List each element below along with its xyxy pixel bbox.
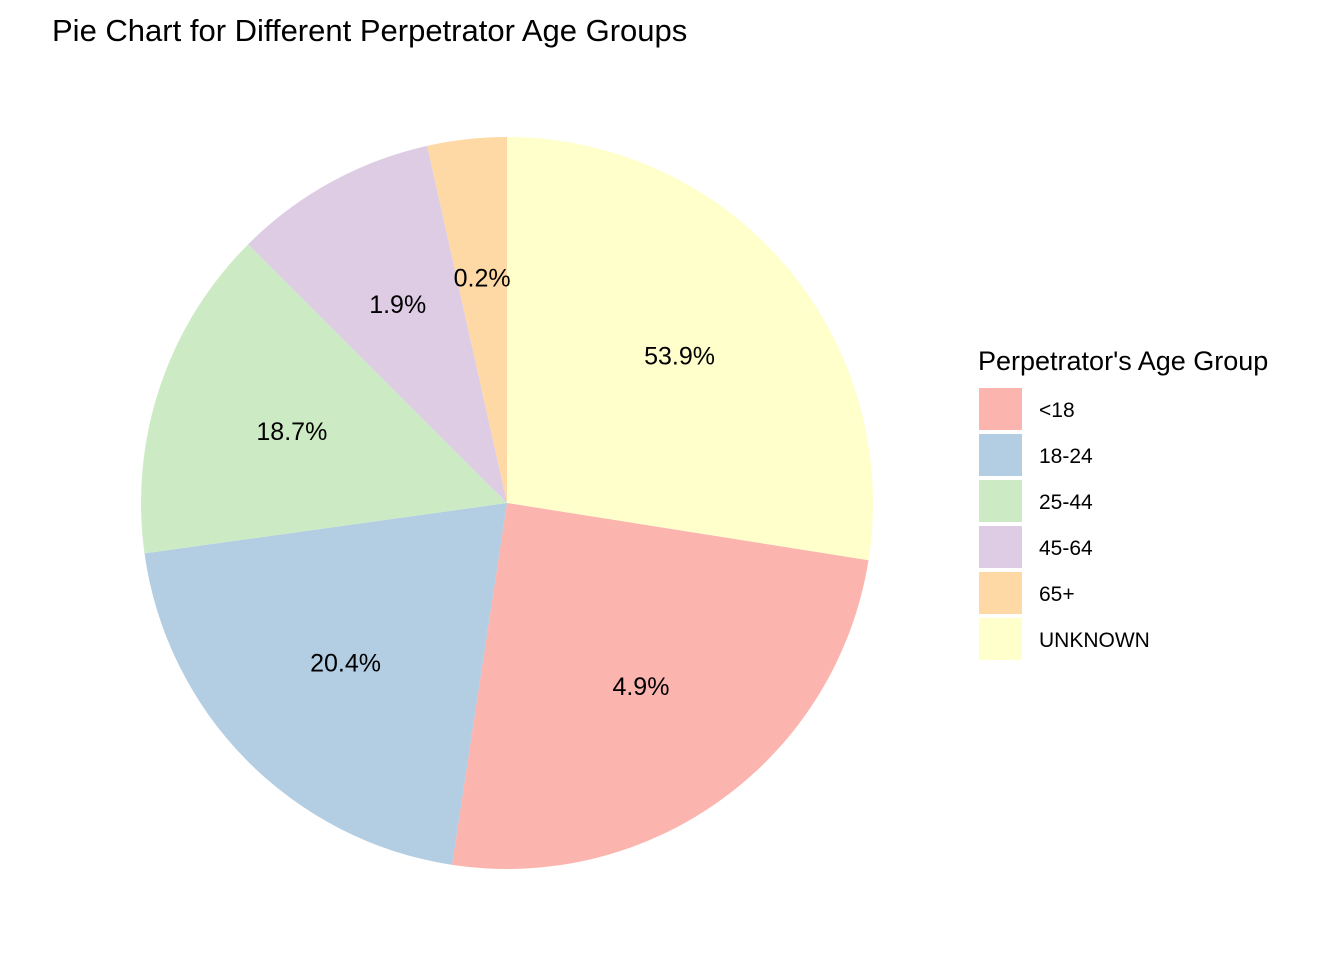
pie-slice-18-24	[144, 503, 507, 865]
legend-swatch-45-64	[979, 526, 1022, 568]
pie-slice-lt18	[452, 503, 869, 870]
pie-slice-25-44	[141, 244, 507, 554]
legend-swatch-18-24	[979, 434, 1022, 476]
legend-label-lt18: <18	[1039, 399, 1075, 422]
legend-label-18-24: 18-24	[1039, 445, 1093, 468]
legend: Perpetrator's Age Group <18 18-24 25-44 45-…	[978, 346, 1268, 660]
slice-label-lt18: 4.9%	[612, 673, 669, 701]
pie-slice-labels: 53.9% 4.9% 20.4% 18.7% 1.9% 0.2%	[256, 264, 715, 701]
pie-slice-45-64	[248, 145, 507, 504]
legend-items: <18 18-24 25-44 45-64 65+ UNKNOWN	[979, 388, 1150, 660]
legend-title: Perpetrator's Age Group	[978, 346, 1268, 376]
legend-label-25-44: 25-44	[1039, 491, 1093, 514]
slice-label-45-64: 1.9%	[369, 291, 426, 319]
pie-slices	[141, 137, 874, 870]
legend-label-65plus: 65+	[1039, 583, 1075, 606]
chart-title: Pie Chart for Different Perpetrator Age …	[52, 13, 687, 48]
legend-label-unknown: UNKNOWN	[1039, 629, 1150, 652]
pie-slice-unknown	[507, 137, 874, 561]
slice-label-18-24: 20.4%	[310, 649, 381, 677]
legend-swatch-lt18	[979, 388, 1022, 430]
slice-label-65plus: 0.2%	[454, 264, 511, 292]
legend-label-45-64: 45-64	[1039, 537, 1093, 560]
legend-swatch-65plus	[979, 572, 1022, 614]
legend-swatch-unknown	[979, 618, 1022, 660]
slice-label-25-44: 18.7%	[256, 418, 327, 446]
pie-slice-65plus	[427, 137, 507, 503]
legend-swatch-25-44	[979, 480, 1022, 522]
slice-label-unknown: 53.9%	[644, 343, 715, 371]
